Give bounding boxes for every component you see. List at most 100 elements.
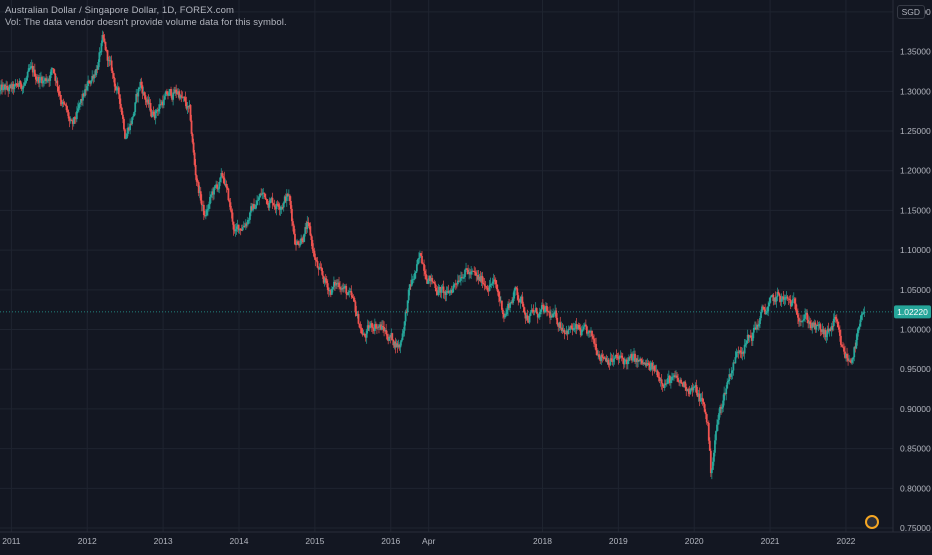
candle-body[interactable] — [371, 327, 374, 329]
candle-body[interactable] — [325, 280, 328, 284]
candle-body[interactable] — [566, 330, 569, 335]
candle-body[interactable] — [85, 89, 87, 91]
candle-body[interactable] — [63, 102, 66, 105]
candle-body[interactable] — [109, 60, 112, 62]
candle-body[interactable] — [103, 38, 106, 42]
candle-body[interactable] — [691, 387, 694, 391]
candle-body[interactable] — [246, 219, 249, 225]
tradingview-logo-icon[interactable] — [865, 515, 879, 529]
candle-body[interactable] — [581, 329, 584, 331]
candle-body[interactable] — [6, 85, 9, 88]
candle-body[interactable] — [439, 286, 442, 293]
candle-body[interactable] — [185, 102, 188, 109]
candle-body[interactable] — [8, 87, 11, 92]
candle-body[interactable] — [328, 290, 331, 292]
candle-body[interactable] — [142, 92, 145, 94]
candle-body[interactable] — [809, 321, 812, 325]
candle-body[interactable] — [774, 297, 777, 302]
candle-body[interactable] — [657, 376, 660, 378]
candle-body[interactable] — [534, 308, 537, 312]
candle-body[interactable] — [267, 204, 270, 208]
candle-body[interactable] — [829, 328, 832, 331]
candle-body[interactable] — [640, 358, 643, 361]
candle-body[interactable] — [90, 80, 93, 84]
candle-body[interactable] — [689, 388, 692, 394]
candle-body[interactable] — [762, 306, 764, 308]
candle-body[interactable] — [753, 327, 756, 329]
candle-body[interactable] — [782, 296, 785, 300]
candle-body[interactable] — [381, 325, 383, 330]
candle-body[interactable] — [525, 315, 528, 319]
candle-body[interactable] — [110, 60, 113, 71]
candle-body[interactable] — [236, 224, 239, 227]
candle-body[interactable] — [838, 329, 841, 336]
candle-body[interactable] — [287, 195, 290, 197]
candle-body[interactable] — [199, 191, 202, 201]
candle-body[interactable] — [569, 325, 572, 330]
candle-body[interactable] — [165, 91, 167, 97]
candle-body[interactable] — [580, 330, 583, 336]
candle-body[interactable] — [141, 85, 144, 94]
candle-body[interactable] — [703, 404, 706, 412]
candle-body[interactable] — [280, 207, 283, 210]
candle-body[interactable] — [603, 357, 606, 359]
candle-body[interactable] — [46, 80, 49, 82]
candle-body[interactable] — [365, 330, 368, 338]
candle-body[interactable] — [633, 353, 635, 357]
candle-body[interactable] — [354, 301, 357, 312]
candle-body[interactable] — [509, 302, 511, 308]
candle-body[interactable] — [115, 88, 118, 91]
symbol-legend-title[interactable]: Australian Dollar / Singapore Dollar, 1D… — [5, 5, 234, 16]
candle-body[interactable] — [247, 219, 250, 221]
candle-body[interactable] — [647, 363, 650, 364]
candle-body[interactable] — [789, 299, 792, 307]
candle-body[interactable] — [523, 307, 526, 313]
candle-body[interactable] — [434, 283, 437, 288]
candle-body[interactable] — [649, 366, 652, 370]
candle-body[interactable] — [763, 307, 765, 310]
candle-body[interactable] — [718, 413, 720, 420]
candle-body[interactable] — [80, 99, 82, 103]
candle-body[interactable] — [527, 320, 530, 323]
candle-body[interactable] — [537, 314, 540, 318]
candle-body[interactable] — [713, 452, 715, 462]
candle-body[interactable] — [363, 333, 366, 336]
candle-body[interactable] — [845, 353, 847, 358]
candle-body[interactable] — [253, 204, 255, 209]
candle-body[interactable] — [126, 133, 128, 139]
candle-body[interactable] — [684, 381, 687, 388]
candle-body[interactable] — [249, 212, 251, 220]
candle-body[interactable] — [60, 99, 63, 105]
candle-body[interactable] — [426, 279, 429, 284]
candle-body[interactable] — [855, 339, 858, 349]
candle-body[interactable] — [40, 77, 42, 79]
candle-body[interactable] — [403, 321, 406, 331]
candle-body[interactable] — [294, 233, 296, 245]
candle-body[interactable] — [661, 383, 664, 387]
candle-body[interactable] — [858, 326, 861, 330]
candle-body[interactable] — [790, 303, 793, 307]
candle-body[interactable] — [216, 184, 219, 189]
candle-body[interactable] — [853, 347, 856, 358]
candle-body[interactable] — [122, 114, 124, 119]
candle-body[interactable] — [531, 309, 534, 311]
candle-body[interactable] — [541, 305, 544, 306]
candle-body[interactable] — [596, 350, 599, 356]
candle-body[interactable] — [87, 80, 89, 87]
candle-body[interactable] — [111, 70, 114, 74]
candle-body[interactable] — [348, 291, 351, 293]
candle-body[interactable] — [629, 357, 631, 359]
candle-body[interactable] — [598, 354, 601, 358]
candle-body[interactable] — [516, 288, 519, 296]
candle-body[interactable] — [446, 290, 449, 292]
candle-body[interactable] — [775, 296, 778, 302]
candle-body[interactable] — [456, 280, 459, 285]
candle-body[interactable] — [620, 355, 623, 358]
candle-body[interactable] — [461, 277, 463, 279]
candle-body[interactable] — [741, 351, 744, 354]
candle-body[interactable] — [655, 370, 658, 372]
candle-body[interactable] — [627, 357, 630, 362]
candle-body[interactable] — [39, 78, 41, 83]
candle-body[interactable] — [508, 303, 510, 308]
candle-body[interactable] — [779, 296, 782, 302]
